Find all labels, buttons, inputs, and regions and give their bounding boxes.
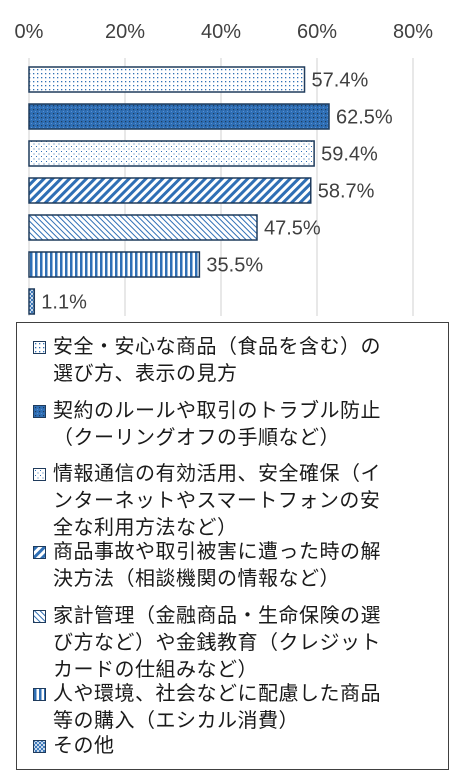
legend-label: 家計管理（金融商品・生命保険の選 び方など）や金銭教育（クレジット カードの仕組みな…: [53, 602, 381, 683]
legend-label-line: 選び方、表示の見方: [53, 361, 238, 385]
legend-item: その他: [33, 732, 442, 759]
legend-label: 商品事故や取引被害に遭った時の解 決方法（相談機関の情報など）: [53, 538, 381, 592]
bars: [28, 66, 330, 315]
x-tick-label: 20%: [105, 21, 145, 43]
legend-swatch: [33, 610, 46, 623]
bar: [28, 103, 330, 130]
legend-item: 契約のルールや取引のトラブル防止 （クーリングオフの手順など）: [33, 397, 442, 451]
value-label: 1.1%: [41, 292, 87, 314]
legend-item: 安全・安心な商品（食品を含む）の 選び方、表示の見方: [33, 333, 442, 387]
legend-label-line: び方など）や金銭教育（クレジット: [53, 630, 381, 654]
legend-item: 情報通信の有効活用、安全確保（イ ンターネットやスマートフォンの安 全な利用方法など…: [33, 460, 442, 541]
value-label: 47.5%: [264, 218, 321, 240]
legend-label: 情報通信の有効活用、安全確保（イ ンターネットやスマートフォンの安 全な利用方法など…: [53, 460, 381, 541]
legend-item: 家計管理（金融商品・生命保険の選 び方など）や金銭教育（クレジット カードの仕組みな…: [33, 602, 442, 683]
value-label: 59.4%: [321, 144, 378, 166]
legend-label-line: ンターネットやスマートフォンの安: [53, 488, 381, 512]
x-tick-label: 40%: [201, 21, 241, 43]
x-tick-label: 0%: [15, 21, 44, 43]
legend-label-line: （クーリングオフの手順など）: [53, 425, 340, 449]
legend-item: 商品事故や取引被害に遭った時の解 決方法（相談機関の情報など）: [33, 538, 442, 592]
bar: [28, 177, 312, 204]
legend-label-line: カードの仕組みなど）: [53, 657, 258, 681]
legend-swatch: [33, 405, 46, 418]
legend-label-line: 全な利用方法など）: [53, 515, 238, 539]
x-tick-label: 80%: [393, 21, 433, 43]
legend-label: 人や環境、社会などに配慮した商品 等の購入（エシカル消費）: [53, 680, 381, 734]
legend-swatch: [33, 341, 46, 354]
legend-item: 人や環境、社会などに配慮した商品 等の購入（エシカル消費）: [33, 680, 442, 734]
legend-label-line: 決方法（相談機関の情報など）: [53, 566, 340, 590]
x-axis-ticks: 0% 20% 40% 60% 80%: [15, 21, 434, 43]
legend-swatch: [33, 546, 46, 559]
legend-label: 契約のルールや取引のトラブル防止 （クーリングオフの手順など）: [53, 397, 381, 451]
value-label: 62.5%: [336, 107, 393, 129]
legend-label: その他: [53, 732, 115, 759]
legend-label-line: その他: [53, 733, 115, 757]
legend-swatch: [33, 740, 46, 753]
legend-label-line: 安全・安心な商品（食品を含む）の: [53, 334, 381, 358]
legend-swatch: [33, 688, 46, 701]
bar-chart: 0% 20% 40% 60% 80% 57.4% 62.5% 59.4% 58.7% 47.5%…: [15, 21, 434, 316]
legend-label-line: 人や環境、社会などに配慮した商品: [53, 681, 381, 705]
value-label: 35.5%: [206, 255, 263, 277]
bar: [28, 251, 201, 278]
legend-label-line: 家計管理（金融商品・生命保険の選: [53, 603, 381, 627]
value-label: 58.7%: [318, 181, 375, 203]
legend-swatch: [33, 468, 46, 481]
bar: [28, 66, 306, 93]
legend-label-line: 等の購入（エシカル消費）: [53, 708, 299, 732]
legend: 安全・安心な商品（食品を含む）の 選び方、表示の見方 契約のルールや取引のトラブル防…: [16, 322, 449, 770]
legend-label-line: 契約のルールや取引のトラブル防止: [53, 398, 381, 422]
value-labels: 57.4% 62.5% 59.4% 58.7% 47.5%35.5% 1.1%: [41, 70, 393, 314]
bar: [28, 214, 258, 241]
legend-label-line: 商品事故や取引被害に遭った時の解: [53, 539, 381, 563]
value-label: 57.4%: [312, 70, 369, 92]
bar: [28, 288, 36, 315]
legend-label-line: 情報通信の有効活用、安全確保（イ: [53, 461, 381, 485]
x-tick-label: 60%: [297, 21, 337, 43]
legend-label: 安全・安心な商品（食品を含む）の 選び方、表示の見方: [53, 333, 381, 387]
bar: [28, 140, 315, 167]
